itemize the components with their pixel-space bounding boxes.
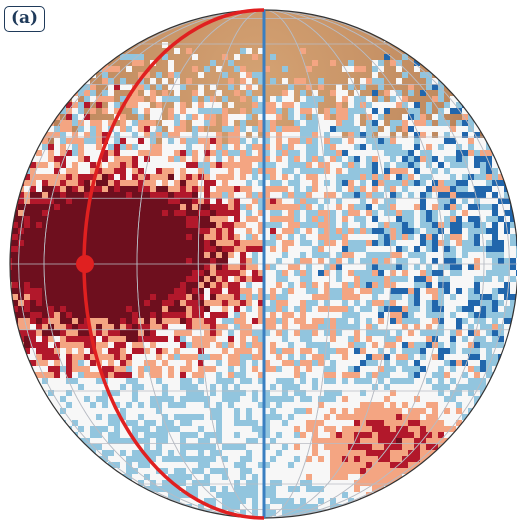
red-point-marker xyxy=(76,255,94,273)
panel-label: (a) xyxy=(4,6,46,32)
